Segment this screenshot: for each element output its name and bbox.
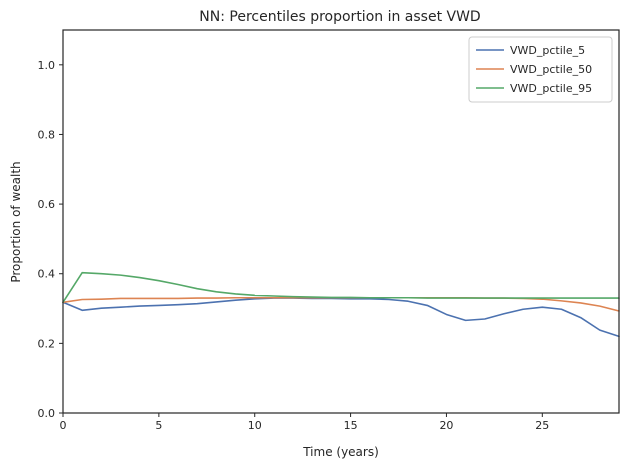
y-tick-label: 1.0 [38, 59, 56, 72]
legend-box [468, 36, 613, 103]
x-axis-label: Time (years) [302, 445, 379, 459]
x-axis-ticks: 0 5 10 15 20 25 [60, 413, 549, 432]
series-line-3 [62, 271, 620, 304]
y-axis-ticks: 0.0 0.2 0.4 0.6 0.8 1.0 [38, 59, 63, 420]
x-tick-label: 25 [535, 419, 549, 432]
chart-title: NN: Percentiles proportion in asset VWD [199, 9, 480, 25]
y-tick-label: 0.8 [38, 128, 56, 141]
x-tick-label: 20 [439, 419, 453, 432]
y-tick-label: 0.2 [38, 337, 56, 350]
legend-label-1: VWD_pctile_5 [510, 44, 585, 57]
x-tick-label: 15 [344, 419, 358, 432]
x-tick-label: 5 [155, 419, 162, 432]
x-tick-label: 0 [60, 419, 67, 432]
x-tick-label: 10 [248, 419, 262, 432]
y-tick-label: 0.4 [38, 268, 56, 281]
legend: VWD_pctile_5 VWD_pctile_50 VWD_pctile_95 [468, 36, 613, 103]
legend-label-2: VWD_pctile_50 [510, 63, 592, 76]
legend-label-3: VWD_pctile_95 [510, 82, 592, 95]
series-line-1 [62, 297, 620, 338]
y-tick-label: 0.0 [38, 407, 56, 420]
series-lines [62, 271, 620, 338]
y-axis-label: Proportion of wealth [9, 161, 23, 282]
series-line-2 [62, 296, 620, 312]
y-tick-label: 0.6 [38, 198, 56, 211]
plot-frame [62, 29, 620, 414]
